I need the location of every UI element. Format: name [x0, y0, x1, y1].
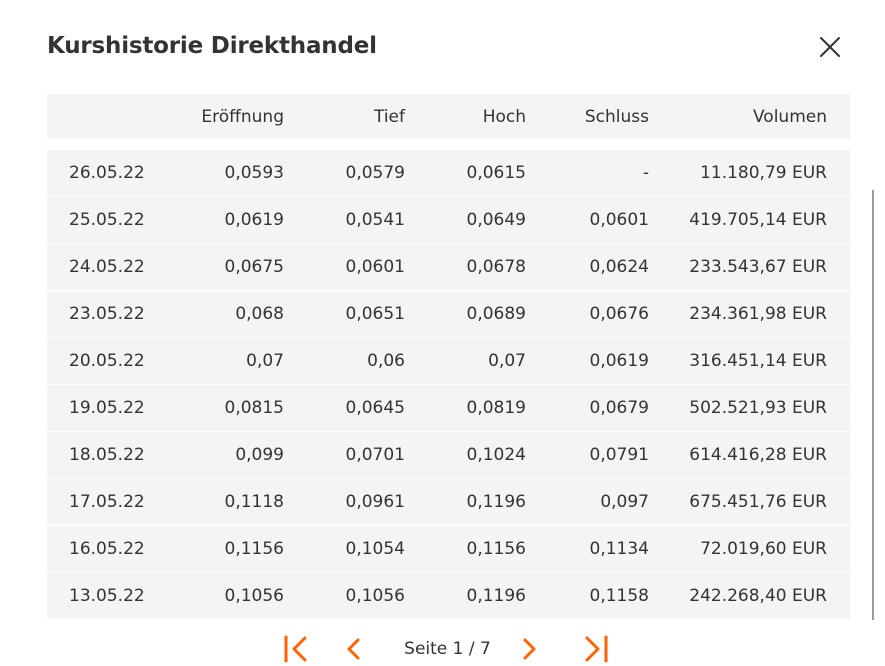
scrollbar[interactable]	[872, 190, 874, 620]
cell-volume: 234.361,98 EUR	[689, 304, 827, 324]
cell-high: 0,07	[488, 351, 526, 371]
cell-volume: 233.543,67 EUR	[689, 257, 827, 277]
cell-volume: 419.705,14 EUR	[689, 210, 827, 230]
table-row: 23.05.22 0,068 0,0651 0,0689 0,0676 234.361,9…	[47, 291, 850, 338]
cell-date: 26.05.22	[69, 163, 145, 183]
cell-volume: 242.268,40 EUR	[689, 586, 827, 606]
cell-date: 16.05.22	[69, 539, 145, 559]
cell-close: 0,1134	[589, 539, 649, 559]
first-page-button[interactable]	[281, 634, 311, 664]
cell-volume: 316.451,14 EUR	[689, 351, 827, 371]
cell-high: 0,1024	[466, 445, 526, 465]
page-indicator: Seite 1 / 7	[404, 639, 491, 659]
cell-date: 25.05.22	[69, 210, 145, 230]
cell-open: 0,068	[235, 304, 284, 324]
cell-date: 17.05.22	[69, 492, 145, 512]
last-page-button[interactable]	[581, 634, 611, 664]
table-row: 17.05.22 0,1118 0,0961 0,1196 0,097 675.451,7…	[47, 479, 850, 526]
table-row: 25.05.22 0,0619 0,0541 0,0649 0,0601 419.705,…	[47, 197, 850, 244]
cell-date: 19.05.22	[69, 398, 145, 418]
cell-close: 0,097	[600, 492, 649, 512]
cell-high: 0,0819	[466, 398, 526, 418]
cell-open: 0,0675	[224, 257, 284, 277]
cell-close: -	[642, 163, 649, 183]
table-row: 24.05.22 0,0675 0,0601 0,0678 0,0624 233.543,…	[47, 244, 850, 291]
cell-volume: 675.451,76 EUR	[689, 492, 827, 512]
header-close: Schluss	[584, 106, 649, 127]
cell-high: 0,0689	[466, 304, 526, 324]
cell-open: 0,0593	[224, 163, 284, 183]
cell-open: 0,099	[235, 445, 284, 465]
cell-low: 0,0579	[345, 163, 405, 183]
cell-close: 0,1158	[589, 586, 649, 606]
next-page-button[interactable]	[515, 634, 545, 664]
header-open: Eröffnung	[201, 106, 284, 127]
cell-high: 0,0678	[466, 257, 526, 277]
cell-open: 0,1056	[224, 586, 284, 606]
cell-open: 0,1156	[224, 539, 284, 559]
cell-date: 18.05.22	[69, 445, 145, 465]
cell-volume: 72.019,60 EUR	[700, 539, 827, 559]
cell-low: 0,0701	[345, 445, 405, 465]
cell-close: 0,0791	[589, 445, 649, 465]
cell-low: 0,06	[367, 351, 405, 371]
cell-volume: 502.521,93 EUR	[689, 398, 827, 418]
cell-low: 0,0601	[345, 257, 405, 277]
cell-date: 24.05.22	[69, 257, 145, 277]
first-page-icon	[284, 635, 307, 663]
table-body: 26.05.22 0,0593 0,0579 0,0615 - 11.180,79 EUR…	[47, 150, 850, 620]
header-volume: Volumen	[752, 106, 827, 127]
table-row: 26.05.22 0,0593 0,0579 0,0615 - 11.180,79 EUR	[47, 150, 850, 197]
previous-page-button[interactable]	[338, 634, 368, 664]
dialog-title: Kurshistorie Direkthandel	[47, 33, 377, 59]
cell-close: 0,0624	[589, 257, 649, 277]
cell-low: 0,0651	[345, 304, 405, 324]
cell-close: 0,0601	[589, 210, 649, 230]
cell-open: 0,07	[246, 351, 284, 371]
cell-date: 13.05.22	[69, 586, 145, 606]
table-row: 16.05.22 0,1156 0,1054 0,1156 0,1134 72.019,6…	[47, 526, 850, 573]
cell-open: 0,0619	[224, 210, 284, 230]
cell-high: 0,1196	[466, 492, 526, 512]
table-row: 18.05.22 0,099 0,0701 0,1024 0,0791 614.416,2…	[47, 432, 850, 479]
cell-high: 0,1196	[466, 586, 526, 606]
cell-high: 0,0649	[466, 210, 526, 230]
header-low: Tief	[373, 106, 405, 127]
cell-low: 0,0961	[345, 492, 405, 512]
cell-close: 0,0619	[589, 351, 649, 371]
pagination: Seite 1 / 7	[0, 630, 885, 666]
previous-page-icon	[347, 638, 360, 660]
table-row: 20.05.22 0,07 0,06 0,07 0,0619 316.451,14 EUR	[47, 338, 850, 385]
last-page-icon	[585, 635, 608, 663]
next-page-icon	[523, 638, 536, 660]
cell-volume: 614.416,28 EUR	[689, 445, 827, 465]
cell-low: 0,0541	[345, 210, 405, 230]
table-row: 13.05.22 0,1056 0,1056 0,1196 0,1158 242.268,…	[47, 573, 850, 620]
cell-open: 0,1118	[224, 492, 284, 512]
cell-close: 0,0676	[589, 304, 649, 324]
cell-low: 0,0645	[345, 398, 405, 418]
cell-volume: 11.180,79 EUR	[700, 163, 827, 183]
cell-low: 0,1054	[345, 539, 405, 559]
cell-high: 0,0615	[466, 163, 526, 183]
close-icon	[820, 37, 840, 57]
table-header: Eröffnung Tief Hoch Schluss Volumen	[47, 94, 850, 139]
cell-date: 23.05.22	[69, 304, 145, 324]
cell-open: 0,0815	[224, 398, 284, 418]
header-high: Hoch	[482, 106, 526, 127]
cell-close: 0,0679	[589, 398, 649, 418]
price-history-table: Eröffnung Tief Hoch Schluss Volumen 26.0…	[47, 94, 850, 620]
table-row: 19.05.22 0,0815 0,0645 0,0819 0,0679 502.521,…	[47, 385, 850, 432]
cell-high: 0,1156	[466, 539, 526, 559]
cell-low: 0,1056	[345, 586, 405, 606]
close-button[interactable]	[817, 34, 843, 60]
cell-date: 20.05.22	[69, 351, 145, 371]
